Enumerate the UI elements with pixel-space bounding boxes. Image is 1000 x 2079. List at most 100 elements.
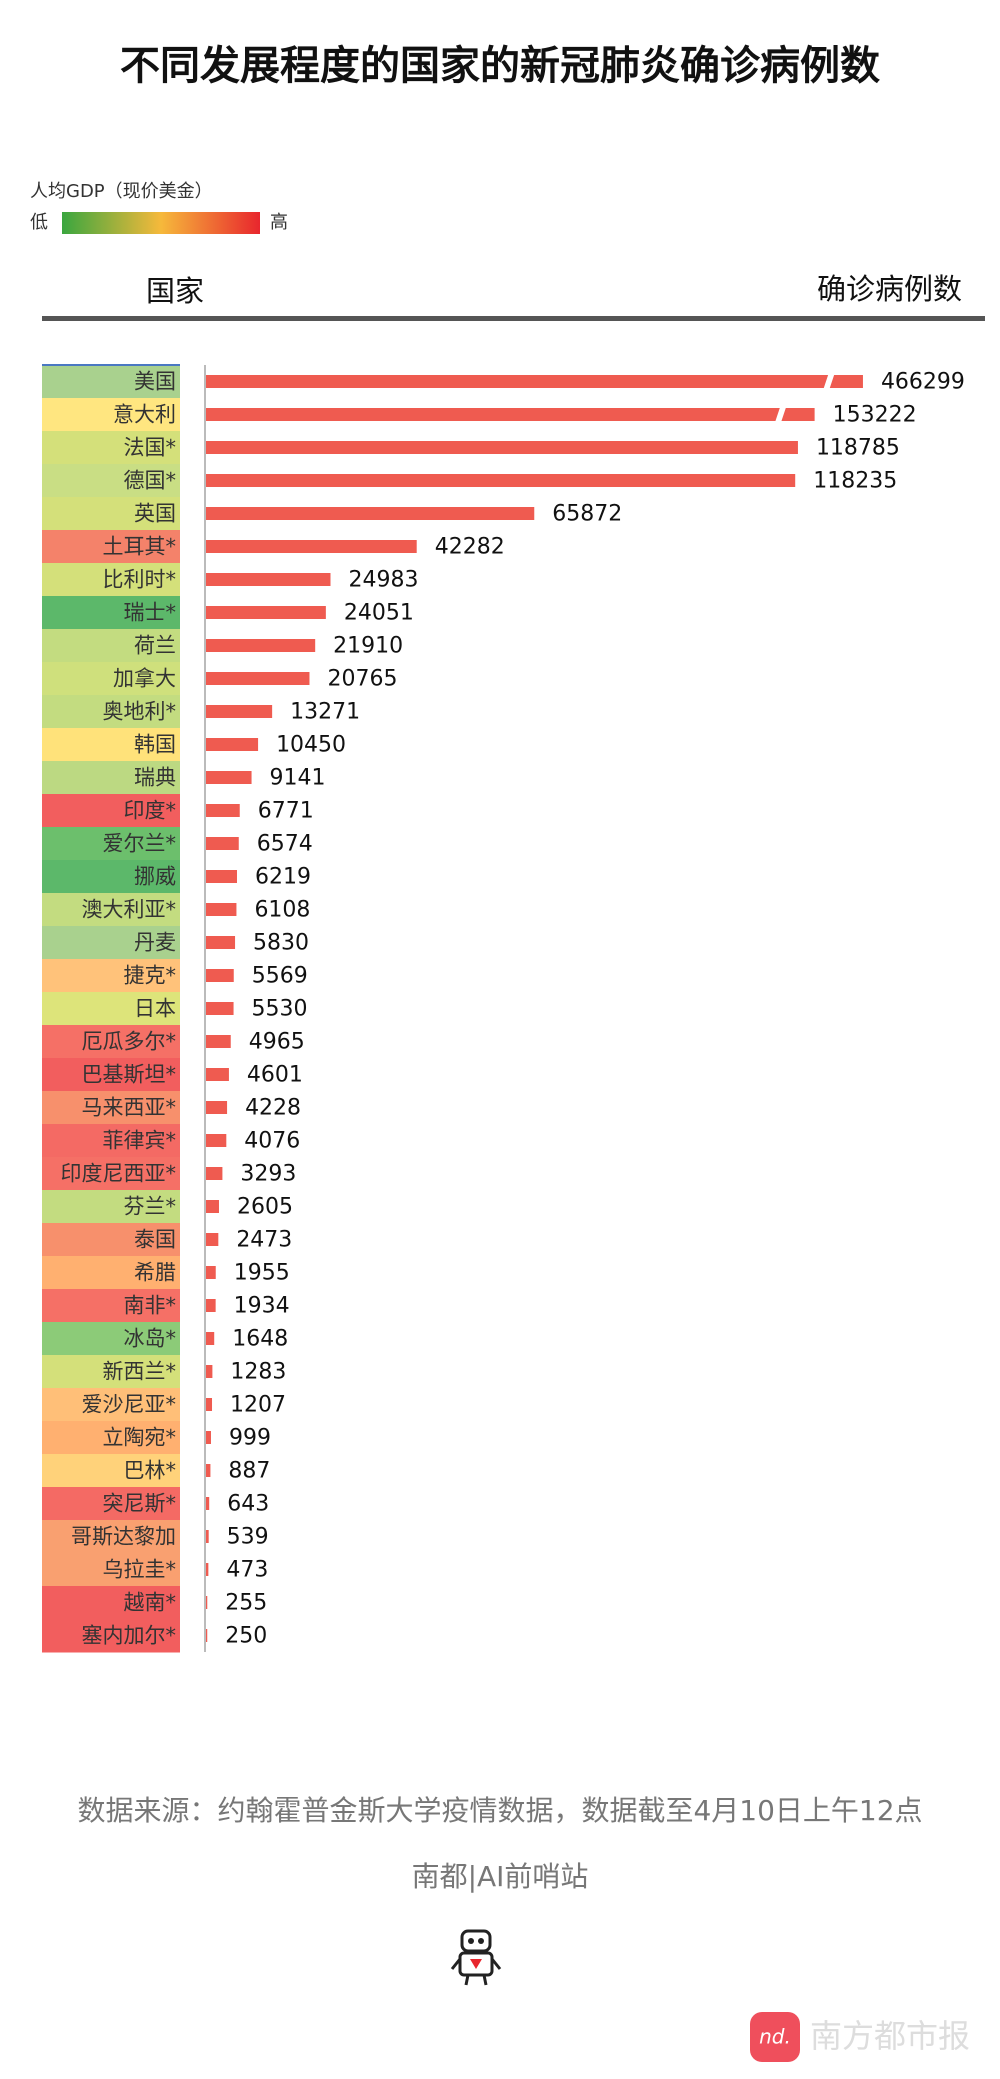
bar xyxy=(206,375,863,388)
category-label: 芬兰* xyxy=(124,1195,177,1219)
bar xyxy=(206,540,417,553)
value-label: 6771 xyxy=(258,799,314,824)
category-label: 立陶宛* xyxy=(103,1426,177,1450)
category-cell xyxy=(42,893,180,927)
header-rule xyxy=(42,316,985,321)
category-label: 丹麦 xyxy=(134,931,176,955)
value-label: 65872 xyxy=(552,502,622,527)
watermark-logo xyxy=(750,2012,800,2062)
category-label: 泰国 xyxy=(134,1228,176,1252)
category-label: 荷兰 xyxy=(134,634,176,658)
category-cell xyxy=(42,1553,180,1587)
category-cell xyxy=(42,1586,180,1620)
category-cell xyxy=(42,728,180,762)
category-label: 瑞士* xyxy=(124,601,177,625)
category-label: 冰岛* xyxy=(124,1327,177,1351)
value-label: 24051 xyxy=(344,601,414,626)
category-cell xyxy=(42,464,180,498)
chart-title: 不同发展程度的国家的新冠肺炎确诊病例数 xyxy=(120,43,880,89)
value-label: 4228 xyxy=(245,1096,301,1121)
bar xyxy=(206,870,237,883)
category-cell xyxy=(42,1520,180,1554)
value-label: 24983 xyxy=(348,568,418,593)
value-label: 118785 xyxy=(816,436,900,461)
value-label: 250 xyxy=(225,1624,267,1649)
value-label: 539 xyxy=(227,1525,269,1550)
category-label: 捷克* xyxy=(124,964,177,988)
category-label: 菲律宾* xyxy=(103,1129,177,1153)
category-label: 瑞典 xyxy=(134,766,176,790)
bar xyxy=(206,1629,208,1642)
legend-title: 人均GDP（现价美金） xyxy=(30,181,213,202)
category-label: 突尼斯* xyxy=(103,1492,177,1516)
bar xyxy=(206,1398,213,1411)
category-cell xyxy=(42,1025,180,1059)
bar xyxy=(206,1530,209,1543)
category-cell xyxy=(42,1058,180,1092)
value-label: 2473 xyxy=(236,1228,292,1253)
category-cell xyxy=(42,794,180,828)
category-label: 马来西亚* xyxy=(82,1096,177,1120)
bar xyxy=(206,1167,223,1180)
category-cell xyxy=(42,992,180,1026)
category-label: 土耳其* xyxy=(103,535,177,559)
category-cell xyxy=(42,1619,180,1653)
bar xyxy=(206,771,252,784)
category-cell xyxy=(42,926,180,960)
category-label: 塞内加尔* xyxy=(82,1624,177,1648)
category-label: 英国 xyxy=(134,502,176,526)
value-label: 13271 xyxy=(290,700,360,725)
bar xyxy=(206,672,310,685)
value-label: 10450 xyxy=(276,733,346,758)
category-label: 南非* xyxy=(124,1294,177,1318)
value-label: 643 xyxy=(227,1492,269,1517)
category-cell xyxy=(42,629,180,663)
value-label: 20765 xyxy=(327,667,397,692)
category-cell xyxy=(42,1289,180,1323)
category-label: 德国* xyxy=(124,469,177,493)
value-label: 5530 xyxy=(252,997,308,1022)
bar xyxy=(206,1596,208,1609)
value-label: 1283 xyxy=(230,1360,286,1385)
value-label: 9141 xyxy=(270,766,326,791)
value-label: 4965 xyxy=(249,1030,305,1055)
value-label: 473 xyxy=(226,1558,268,1583)
category-cell xyxy=(42,398,180,432)
value-label: 466299 xyxy=(881,370,965,395)
category-label: 新西兰* xyxy=(103,1360,177,1384)
category-label: 希腊 xyxy=(134,1261,176,1285)
category-cell xyxy=(42,1454,180,1488)
bar xyxy=(206,1068,229,1081)
bar xyxy=(206,606,326,619)
category-label: 越南* xyxy=(124,1591,177,1615)
category-cell xyxy=(42,695,180,729)
category-label: 奥地利* xyxy=(103,700,177,724)
category-cell xyxy=(42,827,180,861)
bar xyxy=(206,1332,215,1345)
bar xyxy=(206,804,240,817)
category-label: 巴基斯坦* xyxy=(82,1063,177,1087)
category-cell xyxy=(42,1388,180,1422)
category-label: 爱尔兰* xyxy=(103,832,177,856)
value-label: 6574 xyxy=(257,832,313,857)
value-label: 21910 xyxy=(333,634,403,659)
value-label: 1934 xyxy=(234,1294,290,1319)
value-label: 5569 xyxy=(252,964,308,989)
category-header: 国家 xyxy=(146,274,204,308)
category-label: 澳大利亚* xyxy=(82,898,177,922)
bar xyxy=(206,474,796,487)
category-cell xyxy=(42,1190,180,1224)
value-label: 999 xyxy=(229,1426,271,1451)
bar xyxy=(206,507,535,520)
value-label: 6219 xyxy=(255,865,311,890)
value-label: 118235 xyxy=(813,469,897,494)
category-label: 爱沙尼亚* xyxy=(82,1393,177,1417)
bar xyxy=(206,1233,219,1246)
value-label: 153222 xyxy=(833,403,917,428)
value-label: 887 xyxy=(228,1459,270,1484)
legend-gradient xyxy=(62,212,260,234)
axis-break xyxy=(774,405,787,424)
value-label: 1648 xyxy=(232,1327,288,1352)
bar xyxy=(206,1002,234,1015)
category-label: 哥斯达黎加 xyxy=(71,1525,176,1549)
